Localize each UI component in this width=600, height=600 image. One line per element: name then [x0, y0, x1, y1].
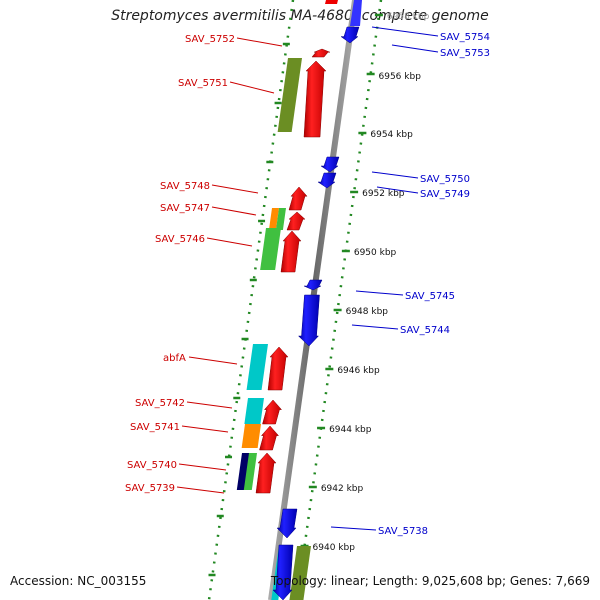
reverse-gene-arrow [317, 172, 337, 189]
reverse-gene-label: SAV_5754 [440, 32, 490, 43]
forward-gene-arrow [267, 346, 289, 391]
cog-bar [275, 208, 286, 230]
map-title: Streptomyces avermitilis MA-4680, comple… [111, 8, 489, 24]
label-leader-line [371, 26, 439, 37]
cog-bar [241, 424, 261, 448]
cog-bar [236, 453, 250, 490]
forward-gene-label: SAV_5746 [155, 234, 205, 245]
label-leader-line [211, 206, 257, 216]
label-leader-line [236, 37, 283, 47]
reverse-gene-arrow [350, 0, 362, 26]
forward-gene-label: SAV_5740 [127, 460, 177, 471]
scale-label: 6940 kbp [313, 543, 356, 553]
reverse-gene-arrow [297, 294, 320, 347]
forward-gene-label: SAV_5751 [178, 78, 228, 89]
label-leader-line [211, 184, 259, 194]
forward-gene-arrow [280, 230, 302, 273]
forward-gene-label: abfA [163, 353, 186, 364]
forward-gene-label: SAV_5752 [185, 34, 235, 45]
reverse-gene-arrow [303, 279, 323, 291]
gene-layer [255, 0, 362, 600]
guide-line-left [207, 0, 295, 600]
scale-label: 6942 kbp [321, 484, 364, 494]
forward-gene-arrow [303, 60, 327, 138]
summary-text: Topology: linear; Length: 9,025,608 bp; … [270, 574, 590, 588]
accession-text: Accession: NC_003155 [10, 574, 147, 588]
label-leader-line [355, 290, 404, 296]
scale-label: 6950 kbp [354, 248, 397, 258]
scale-label: 6946 kbp [337, 366, 380, 376]
label-leader-line [178, 463, 227, 471]
reverse-gene-label: SAV_5745 [405, 291, 455, 302]
forward-gene-label: SAV_5741 [130, 422, 180, 433]
forward-gene-arrow [286, 211, 306, 231]
label-leader-line [186, 401, 233, 409]
guide-line-right [295, 0, 383, 600]
cog-bar [244, 398, 264, 424]
forward-gene-label: SAV_5747 [160, 203, 210, 214]
reverse-gene-label: SAV_5753 [440, 48, 490, 59]
cog-bar [243, 453, 257, 490]
reverse-gene-arrow [340, 26, 360, 44]
scale-layer: 6958 kbp 6956 kbp 6954 kbp 6952 kbp 6950 kbp… [207, 0, 430, 600]
cog-layer [236, 58, 311, 600]
label-leader-line [376, 186, 419, 194]
label-leader-line [391, 44, 439, 53]
forward-gene-arrow [259, 425, 280, 451]
forward-gene-arrow [325, 0, 338, 4]
reverse-gene-arrow [272, 544, 294, 600]
label-leader-line [229, 81, 275, 94]
label-leader-line [176, 486, 225, 494]
label-leader-line [188, 356, 238, 365]
cog-bar [246, 344, 268, 390]
forward-gene-arrow [255, 452, 277, 494]
reverse-gene-label: SAV_5750 [420, 174, 470, 185]
forward-gene-label: SAV_5748 [160, 181, 210, 192]
reverse-gene-label: SAV_5744 [400, 325, 450, 336]
forward-gene-label: SAV_5739 [125, 483, 175, 494]
reverse-gene-arrow [320, 156, 340, 173]
forward-gene-arrow [311, 48, 331, 58]
scale-label: 6944 kbp [329, 425, 372, 435]
cog-bar [260, 228, 281, 270]
cog-bar [277, 58, 302, 132]
cog-bar [269, 208, 279, 228]
cog-bar [289, 546, 311, 600]
label-leader-line [206, 237, 253, 247]
label-leader-line [330, 526, 377, 531]
label-leader-line [371, 171, 419, 179]
scale-label: 6948 kbp [346, 307, 389, 317]
scale-label: 6956 kbp [379, 72, 422, 82]
forward-gene-arrow [288, 186, 308, 211]
scale-label: 6954 kbp [370, 130, 413, 140]
reverse-gene-label: SAV_5749 [420, 189, 470, 200]
forward-gene-label: SAV_5742 [135, 398, 185, 409]
label-leader-line [351, 324, 399, 330]
forward-gene-arrow [262, 399, 283, 425]
reverse-gene-label: SAV_5738 [378, 526, 428, 537]
scale-label: 6952 kbp [362, 189, 405, 199]
label-leader-line [181, 425, 229, 433]
reverse-gene-arrow [276, 508, 298, 539]
label-layer: SAV_5752 SAV_5751 SAV_5748 SAV_5747 SAV_5746… [125, 26, 490, 537]
scale-label: 6958 kbp [387, 12, 430, 22]
